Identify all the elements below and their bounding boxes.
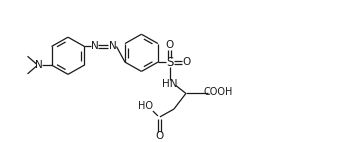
Text: N: N — [91, 41, 98, 51]
Text: COOH: COOH — [203, 87, 233, 97]
Text: O: O — [156, 131, 164, 141]
Text: S: S — [166, 56, 174, 69]
Text: N: N — [35, 60, 42, 70]
Text: HO: HO — [138, 101, 153, 111]
Text: O: O — [166, 40, 174, 51]
Text: HN: HN — [162, 79, 178, 89]
Text: O: O — [183, 57, 191, 67]
Text: N: N — [108, 41, 116, 51]
